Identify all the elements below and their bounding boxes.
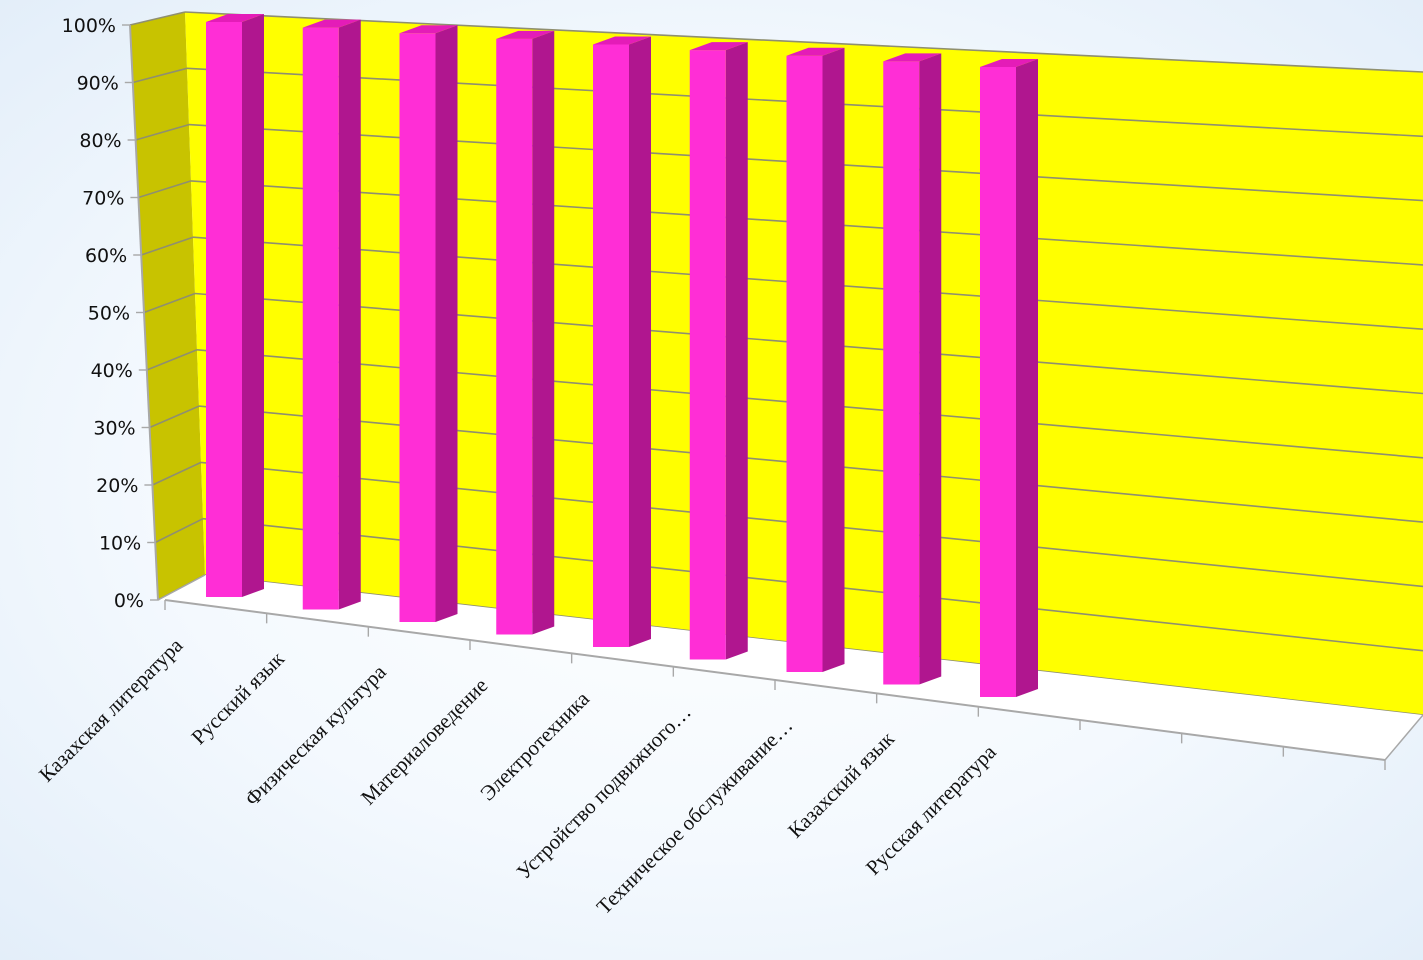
y-tick-label: 0% bbox=[114, 590, 144, 612]
gridline-side bbox=[146, 349, 198, 371]
bar-top bbox=[206, 14, 264, 22]
bar bbox=[593, 36, 651, 647]
gridline-side bbox=[138, 180, 192, 199]
y-axis-ticks: 0% 10% 20% 30% 40% 50% 60% 70% 80% 90% 100% bbox=[62, 15, 158, 612]
bar-side bbox=[532, 30, 555, 635]
gridline-side bbox=[129, 11, 186, 26]
x-tick-label: Электротехника bbox=[475, 686, 594, 805]
bar bbox=[399, 25, 458, 622]
side-wall bbox=[130, 12, 205, 600]
bar-front bbox=[399, 33, 436, 622]
bar-side bbox=[822, 47, 845, 672]
bar-front bbox=[786, 55, 823, 672]
x-tick-label: Русский язык bbox=[186, 646, 289, 749]
gridline-side bbox=[149, 405, 200, 429]
bar-top bbox=[302, 19, 361, 28]
bar bbox=[496, 30, 555, 635]
y-tick-label: 90% bbox=[77, 73, 119, 95]
y-tick-label: 100% bbox=[62, 15, 116, 37]
bar-front bbox=[980, 67, 1016, 697]
bar bbox=[883, 53, 942, 685]
floor-edge-left bbox=[157, 574, 206, 601]
y-tick-label: 20% bbox=[96, 475, 138, 497]
gridline-side bbox=[152, 461, 202, 486]
bar-side bbox=[242, 14, 264, 597]
bar bbox=[206, 14, 264, 597]
gridline-side bbox=[132, 67, 188, 84]
bar-top bbox=[593, 36, 651, 45]
gridline-side bbox=[154, 517, 204, 544]
y-tick-label: 30% bbox=[93, 418, 135, 440]
bar bbox=[786, 47, 845, 672]
y-tick-label: 10% bbox=[99, 533, 141, 555]
bar-top bbox=[883, 53, 942, 62]
bar-side bbox=[919, 53, 942, 685]
y-tick-label: 40% bbox=[91, 360, 133, 382]
floor-edge-right bbox=[1384, 714, 1423, 761]
bar-side bbox=[725, 42, 748, 660]
x-tick-label: Казахский язык bbox=[783, 726, 900, 843]
bar-side bbox=[435, 25, 458, 622]
x-tick-label: Материаловедение bbox=[356, 673, 492, 809]
bar-top bbox=[689, 42, 748, 51]
y-tick-label: 60% bbox=[85, 245, 127, 267]
bar-front bbox=[496, 38, 533, 635]
gridline-side bbox=[140, 236, 194, 256]
bar-top bbox=[980, 59, 1038, 67]
bar-top bbox=[496, 30, 555, 39]
bar bbox=[980, 59, 1038, 697]
bar-front bbox=[302, 27, 339, 610]
bar-side bbox=[1016, 59, 1038, 697]
bar-front bbox=[883, 61, 920, 685]
bar-side bbox=[629, 36, 651, 647]
bar-front bbox=[593, 44, 629, 647]
bars bbox=[206, 14, 1038, 697]
bar-top bbox=[399, 25, 458, 34]
y-tick-label: 80% bbox=[79, 130, 121, 152]
gridline bbox=[184, 11, 1423, 73]
bar bbox=[302, 19, 361, 610]
y-tick-label: 70% bbox=[82, 188, 124, 210]
y-tick-label: 50% bbox=[88, 303, 130, 325]
x-tick-label: Техническое обслуживание… bbox=[592, 713, 798, 919]
x-tick-label: Казахская литература bbox=[34, 633, 188, 787]
bar-front bbox=[689, 50, 726, 660]
bar-front bbox=[206, 22, 242, 597]
gridline-side bbox=[135, 123, 190, 141]
bar bbox=[689, 42, 748, 660]
gridline-side bbox=[143, 292, 196, 314]
bar-side bbox=[338, 19, 361, 610]
bar-top bbox=[786, 47, 845, 56]
